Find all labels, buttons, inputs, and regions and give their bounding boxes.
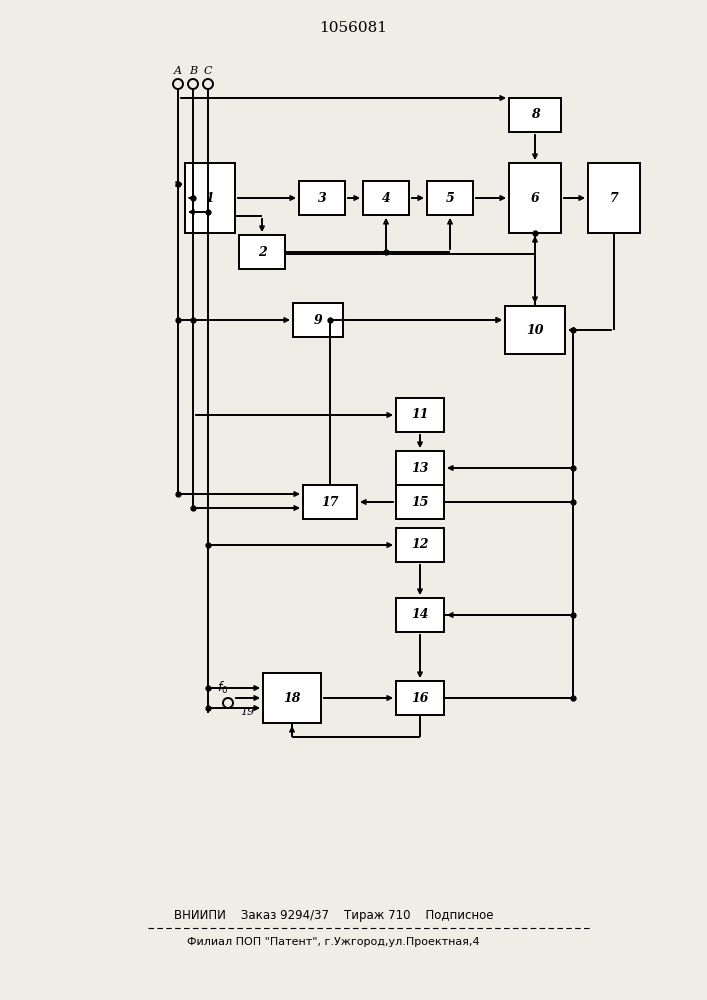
Bar	[263, 673, 321, 723]
Bar	[505, 306, 565, 354]
Bar	[509, 163, 561, 233]
Text: 13: 13	[411, 462, 428, 475]
Text: 12: 12	[411, 538, 428, 552]
Text: 2: 2	[257, 245, 267, 258]
Text: Филиал ПОП "Патент", г.Ужгород,ул.Проектная,4: Филиал ПОП "Патент", г.Ужгород,ул.Проект…	[187, 937, 480, 947]
Text: 15: 15	[411, 495, 428, 508]
Text: 4: 4	[382, 192, 390, 205]
Text: 19: 19	[240, 707, 255, 717]
Bar	[396, 398, 444, 432]
Text: 16: 16	[411, 692, 428, 704]
Text: 17: 17	[321, 495, 339, 508]
Text: 1: 1	[206, 192, 214, 205]
Text: 10: 10	[526, 324, 544, 336]
Bar	[185, 163, 235, 233]
Text: A: A	[174, 66, 182, 76]
Text: $f_0$: $f_0$	[217, 680, 228, 696]
Text: 9: 9	[314, 314, 322, 326]
Bar	[299, 181, 345, 215]
Text: 18: 18	[284, 692, 300, 704]
Bar	[588, 163, 640, 233]
Text: 8: 8	[531, 108, 539, 121]
Bar	[303, 485, 357, 519]
Text: ВНИИПИ    Заказ 9294/37    Тираж 710    Подписное: ВНИИПИ Заказ 9294/37 Тираж 710 Подписное	[174, 910, 493, 922]
Text: 5: 5	[445, 192, 455, 205]
Text: 14: 14	[411, 608, 428, 621]
Text: 3: 3	[317, 192, 327, 205]
Text: 1056081: 1056081	[320, 21, 387, 35]
Text: 6: 6	[531, 192, 539, 205]
Bar	[363, 181, 409, 215]
Bar	[239, 235, 285, 269]
Text: 7: 7	[609, 192, 619, 205]
Bar	[396, 598, 444, 632]
Bar	[396, 485, 444, 519]
Bar	[396, 681, 444, 715]
Text: B: B	[189, 66, 197, 76]
Text: C: C	[204, 66, 212, 76]
Bar	[396, 528, 444, 562]
Bar	[509, 98, 561, 132]
Bar	[427, 181, 473, 215]
Bar	[293, 303, 343, 337]
Text: 11: 11	[411, 408, 428, 422]
Bar	[396, 451, 444, 485]
